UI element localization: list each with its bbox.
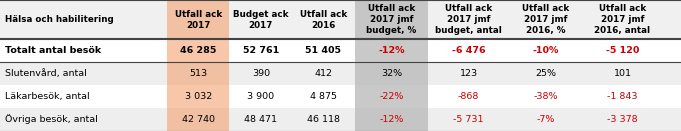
- Text: -10%: -10%: [533, 46, 558, 55]
- Text: 4 875: 4 875: [310, 92, 337, 101]
- Text: -6 476: -6 476: [452, 46, 486, 55]
- Bar: [167, 0, 229, 131]
- Text: 3 900: 3 900: [247, 92, 274, 101]
- Text: -5 120: -5 120: [605, 46, 639, 55]
- Text: 48 471: 48 471: [244, 115, 277, 124]
- Text: Utfall ack
2016: Utfall ack 2016: [300, 10, 347, 29]
- Text: -5 731: -5 731: [454, 115, 484, 124]
- Text: -38%: -38%: [533, 92, 558, 101]
- Text: -3 378: -3 378: [607, 115, 637, 124]
- Text: 51 405: 51 405: [306, 46, 341, 55]
- Bar: [0, 0, 681, 39]
- Text: 25%: 25%: [535, 69, 556, 78]
- Text: Budget ack
2017: Budget ack 2017: [233, 10, 289, 29]
- Text: -868: -868: [458, 92, 479, 101]
- Text: -22%: -22%: [379, 92, 404, 101]
- Text: 513: 513: [189, 69, 207, 78]
- Bar: [355, 0, 428, 131]
- Text: 32%: 32%: [381, 69, 402, 78]
- Bar: [0, 39, 681, 62]
- Text: 123: 123: [460, 69, 477, 78]
- Text: Läkarbesök, antal: Läkarbesök, antal: [5, 92, 90, 101]
- Text: 52 761: 52 761: [242, 46, 279, 55]
- Text: -12%: -12%: [379, 46, 405, 55]
- Bar: [0, 108, 681, 131]
- Text: Utfall ack
2017 jmf
2016, antal: Utfall ack 2017 jmf 2016, antal: [595, 4, 650, 35]
- Bar: [0, 85, 681, 108]
- Text: Övriga besök, antal: Övriga besök, antal: [5, 115, 98, 124]
- Text: Utfall ack
2017 jmf
budget, %: Utfall ack 2017 jmf budget, %: [366, 4, 417, 35]
- Text: -12%: -12%: [379, 115, 404, 124]
- Text: Utfall ack
2017: Utfall ack 2017: [174, 10, 222, 29]
- Bar: [0, 62, 681, 85]
- Text: Hälsa och habilitering: Hälsa och habilitering: [5, 15, 114, 24]
- Text: 390: 390: [252, 69, 270, 78]
- Text: Slutenvård, antal: Slutenvård, antal: [5, 69, 87, 78]
- Text: -7%: -7%: [537, 115, 554, 124]
- Text: 101: 101: [614, 69, 631, 78]
- Text: Utfall ack
2017 jmf
2016, %: Utfall ack 2017 jmf 2016, %: [522, 4, 569, 35]
- Text: 42 740: 42 740: [182, 115, 215, 124]
- Text: Utfall ack
2017 jmf
budget, antal: Utfall ack 2017 jmf budget, antal: [435, 4, 502, 35]
- Text: 46 118: 46 118: [307, 115, 340, 124]
- Text: 412: 412: [315, 69, 332, 78]
- Text: 46 285: 46 285: [180, 46, 217, 55]
- Text: Totalt antal besök: Totalt antal besök: [5, 46, 101, 55]
- Text: 3 032: 3 032: [185, 92, 212, 101]
- Text: -1 843: -1 843: [607, 92, 637, 101]
